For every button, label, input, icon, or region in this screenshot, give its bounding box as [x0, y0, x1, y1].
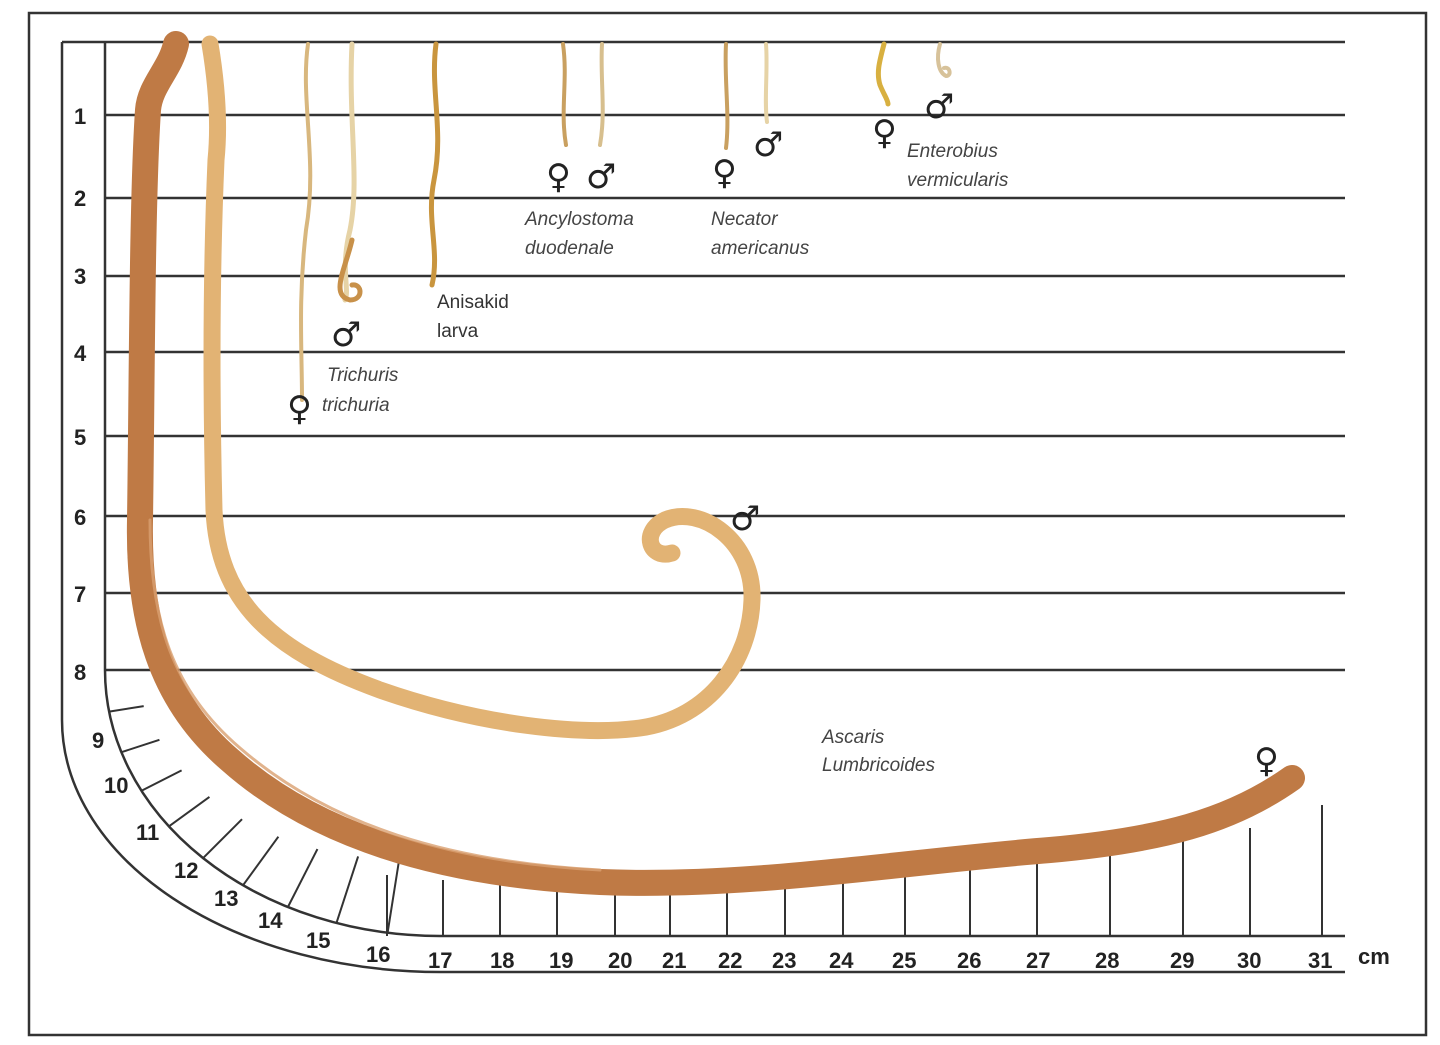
necator-label-line2: americanus [711, 238, 810, 259]
female-symbol: ♀ [287, 389, 312, 429]
species-labels: Trichuris trichuria Anisakid larva Ancyl… [322, 141, 1009, 776]
unit-label: cm [1358, 944, 1390, 969]
scale-label: 3 [74, 264, 86, 289]
scale-label: 21 [662, 948, 686, 973]
female-symbol: ♀ [1254, 741, 1279, 781]
necator-label-line1: Necator [711, 209, 778, 230]
scale-label: 31 [1308, 948, 1332, 973]
curve-tick [202, 818, 243, 859]
scale-label: 24 [829, 948, 854, 973]
curve-tick [287, 848, 319, 908]
scale-label: 13 [214, 886, 238, 911]
curve-tick [168, 796, 211, 828]
vertical-scale-labels: 1 2 3 4 5 6 7 8 [74, 104, 87, 685]
curve-tick [386, 858, 401, 933]
scale-label: 12 [174, 858, 198, 883]
scale-label: 7 [74, 582, 86, 607]
curve-tick [108, 705, 144, 713]
trichuris-male-coil [337, 237, 363, 303]
scale-label: 28 [1095, 948, 1119, 973]
ancylostoma-label-line1: Ancylostoma [524, 209, 634, 230]
female-symbol: ♀ [872, 113, 897, 153]
curve-tick [121, 738, 160, 754]
scale-label: 10 [104, 773, 128, 798]
ascaris-label-line1: Ascaris [821, 727, 885, 748]
trichuris-male-worm [342, 41, 357, 303]
outer-ruler-line [60, 42, 1345, 974]
male-symbol: ♂ [331, 315, 361, 355]
enterobius-label-line1: Enterobius [907, 141, 998, 162]
ancylostoma-male-worm [598, 42, 605, 147]
scale-label: 15 [306, 928, 330, 953]
trichuris-label-line1: Trichuris [327, 365, 399, 386]
scale-label: 11 [136, 820, 159, 845]
sex-symbols: ♀ ♂ ♀ ♂ ♀ ♂ ♀ ♂ ♂ ♀ [287, 87, 1279, 781]
trichuris-label-line2: trichuria [322, 395, 390, 416]
worms [126, 31, 1305, 896]
frame-border [27, 11, 1428, 1037]
scale-label: 23 [772, 948, 796, 973]
curve-tick [335, 856, 360, 924]
scale-label: 26 [957, 948, 981, 973]
horizontal-scale-labels: 17 18 19 20 21 22 23 24 25 26 27 28 29 30 31 [428, 948, 1332, 973]
scale-label: 18 [490, 948, 514, 973]
scale-label: 14 [258, 908, 283, 933]
ascaris-male-worm [201, 35, 761, 739]
anisakid-larva-worm [428, 41, 441, 288]
curve-tick [242, 836, 280, 886]
curve-scale-labels: 9 10 11 12 13 14 15 16 [92, 728, 390, 967]
scale-label: 6 [74, 505, 86, 530]
scale-label: 27 [1026, 948, 1050, 973]
scale-label: 8 [74, 660, 86, 685]
enterobius-female-worm [875, 41, 891, 107]
scale-label: 29 [1170, 948, 1194, 973]
scale-label: 30 [1237, 948, 1261, 973]
scale-label: 9 [92, 728, 104, 753]
female-symbol: ♀ [546, 157, 571, 197]
male-symbol: ♂ [924, 87, 954, 127]
scale-label: 16 [366, 942, 390, 967]
curve-tick [141, 769, 183, 792]
enterobius-male-worm [936, 42, 952, 79]
female-symbol: ♀ [712, 153, 737, 193]
scale-label: 25 [892, 948, 916, 973]
scale-label: 19 [549, 948, 573, 973]
anisakid-label-line2: larva [437, 321, 479, 342]
enterobius-label-line2: vermicularis [907, 170, 1009, 191]
necator-male-worm [763, 42, 769, 124]
scale-label: 5 [74, 425, 86, 450]
scale-label: 2 [74, 186, 86, 211]
scale-label: 17 [428, 948, 452, 973]
scale-label: 1 [74, 104, 86, 129]
ancylostoma-female-worm [561, 42, 568, 147]
anisakid-label-line1: Anisakid [437, 292, 509, 313]
ascaris-female-worm [126, 31, 1305, 896]
scale-label: 22 [718, 948, 742, 973]
ascaris-label-line2: Lumbricoides [822, 755, 935, 776]
trichuris-female-worm [299, 42, 313, 402]
male-symbol: ♂ [753, 125, 783, 165]
male-symbol: ♂ [586, 157, 616, 197]
ascaris-female-highlight [148, 518, 602, 872]
male-symbol: ♂ [730, 499, 760, 539]
scale-label: 20 [608, 948, 632, 973]
necator-female-worm [723, 42, 730, 150]
scale-label: 4 [74, 341, 87, 366]
ancylostoma-label-line2: duodenale [525, 238, 614, 259]
